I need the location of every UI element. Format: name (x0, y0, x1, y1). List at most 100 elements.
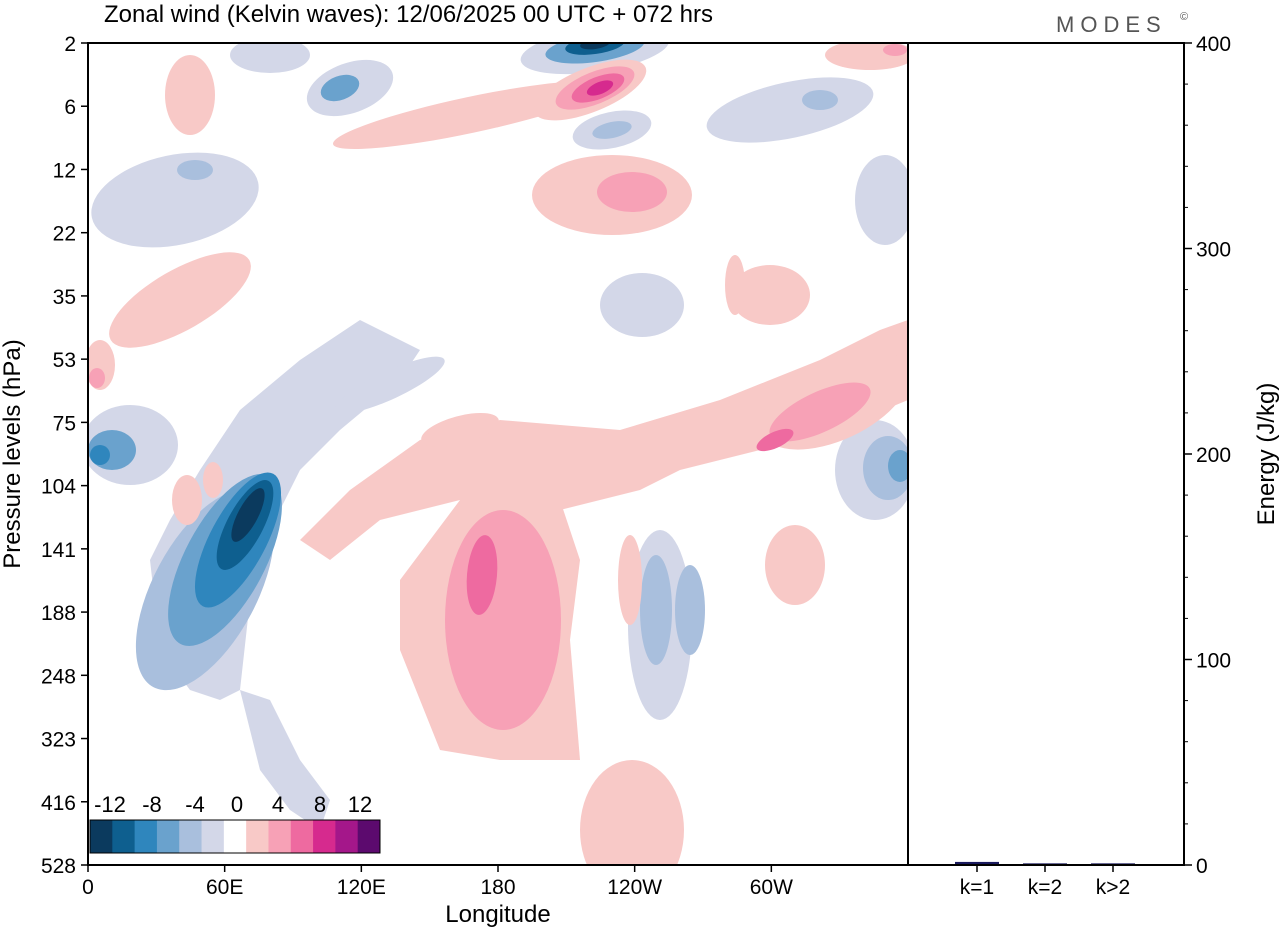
logo-mark: © (1180, 11, 1188, 23)
colorbar-swatch (357, 820, 381, 853)
neg-120w (675, 565, 705, 655)
colorbar-swatch (112, 820, 136, 853)
neg-6hpa-left-core (320, 74, 360, 102)
neg-12hpa-west (91, 152, 259, 248)
neg-140w-b (640, 555, 672, 665)
neg-strip-upper (335, 356, 445, 414)
colorbar-label: -4 (185, 792, 205, 817)
y-tick-label: 75 (53, 412, 76, 435)
colorbar-swatch (90, 820, 113, 853)
energy-tick-label: 100 (1196, 650, 1231, 673)
colorbar-label: 4 (272, 792, 284, 817)
y-tick-label: 35 (53, 286, 76, 309)
colorbar-swatch (134, 820, 158, 853)
neg-east-c (888, 450, 908, 482)
pos-upper-band (333, 80, 607, 150)
y-tick-label: 528 (41, 855, 76, 878)
colorbar-swatch (246, 820, 269, 853)
neg-blob-core-max (231, 488, 265, 542)
pos-180-upper (421, 412, 499, 448)
pos-top-right-core (883, 44, 907, 56)
pos-bottom-center (580, 760, 684, 865)
pos-east-tilt-core (756, 428, 794, 452)
energy-axis-label: Energy (J/kg) (1253, 383, 1280, 526)
y-tick-label: 104 (41, 476, 76, 499)
colorbar-swatch (268, 820, 292, 853)
neg-6hpa-right-core (802, 90, 838, 110)
colorbar-label: 12 (348, 792, 372, 817)
x-tick-label: 120E (337, 876, 386, 899)
energy-tick-label: 200 (1196, 444, 1231, 467)
colorbar-swatch (335, 820, 359, 853)
y-tick-label: 141 (41, 539, 76, 562)
neg-35hpa (600, 273, 684, 337)
pos-east-tilt-mid (769, 382, 871, 442)
colorbar-frame (89, 819, 381, 854)
pos-35hpa-right (730, 265, 810, 325)
neg-12hpa-west-core (177, 160, 213, 180)
x-tick-label: 60W (750, 876, 793, 899)
energy-x-axis: k=1 k=2 k>2 (960, 865, 1130, 899)
pos-dateline-mid (445, 510, 561, 730)
pos-60w-190 (765, 525, 825, 605)
colorbar-swatch (156, 820, 180, 853)
energy-bar (955, 861, 999, 865)
x-tick-label: 180 (480, 876, 515, 899)
y-tick-label: 248 (41, 665, 76, 688)
energy-y-axis: 0 100 200 300 400 (1184, 33, 1231, 878)
pos-band-mid (300, 320, 908, 560)
colorbar-swatch (313, 820, 336, 853)
neg-10hpa-mid-core (592, 121, 632, 139)
pos-top-left-strip (165, 55, 215, 135)
colorbar-swatch (201, 820, 225, 853)
pos-left-col-b (203, 462, 223, 498)
y-tick-label: 53 (53, 349, 76, 372)
colorbar-swatch (179, 820, 203, 853)
modes-logo: MODES (1056, 12, 1167, 37)
y-axis: 2 6 12 22 35 53 75 104 141 188 248 323 416 528 (41, 33, 88, 878)
chart-title: Zonal wind (Kelvin waves): 12/06/2025 00… (104, 1, 713, 28)
contour-fills (88, 43, 908, 865)
neg-upper-left-c (90, 445, 110, 465)
energy-tick-label: 300 (1196, 239, 1231, 262)
pos-35hpa-mid (725, 255, 745, 315)
energy-frame (907, 42, 1185, 866)
colorbar-label: 0 (231, 792, 243, 817)
x-axis: 0 60E 120E 180 120W 60W (82, 865, 793, 899)
y-tick-label: 22 (53, 223, 76, 246)
pos-west-strip (109, 252, 251, 348)
y-tick-label: 416 (41, 792, 76, 815)
y-tick-label: 12 (53, 159, 76, 182)
y-tick-label: 2 (64, 33, 76, 56)
energy-tick-label: 400 (1196, 33, 1231, 56)
x-tick-label: 120W (607, 876, 662, 899)
colorbar: -12 -8 -4 0 4 8 12 (89, 792, 381, 854)
colorbar-label: 8 (314, 792, 326, 817)
neg-top-left (230, 43, 310, 73)
pos-dateline-core (466, 535, 498, 615)
energy-panel: 0 100 200 300 400 k=1 k=2 k>2 (907, 33, 1231, 899)
colorbar-label: -8 (142, 792, 162, 817)
x-tick-label: 0 (82, 876, 94, 899)
y-tick-label: 6 (64, 96, 76, 119)
contour-plot: 0 60E 120E 180 120W 60W 2 6 12 22 35 53 75 104 141 188… (41, 33, 909, 899)
pos-left-col (172, 475, 202, 525)
y-axis-label: Pressure levels (hPa) (0, 339, 26, 568)
y-tick-label: 188 (41, 602, 76, 625)
x-axis-label: Longitude (445, 901, 550, 928)
pos-stratos-d (586, 80, 614, 96)
neg-12hpa-east (855, 155, 908, 245)
colorbar-label: -12 (94, 792, 126, 817)
x-tick-label: 60E (206, 876, 243, 899)
energy-category-label: k>2 (1096, 876, 1130, 899)
energy-tick-label: 0 (1196, 855, 1208, 878)
y-tick-label: 323 (41, 729, 76, 752)
energy-category-label: k=2 (1028, 876, 1062, 899)
colorbar-swatch (223, 820, 247, 853)
pos-top-center-core (597, 172, 667, 212)
pos-west-edge-core (89, 368, 105, 388)
colorbar-swatch (290, 820, 314, 853)
energy-category-label: k=1 (960, 876, 994, 899)
pos-120w-190 (618, 535, 642, 625)
